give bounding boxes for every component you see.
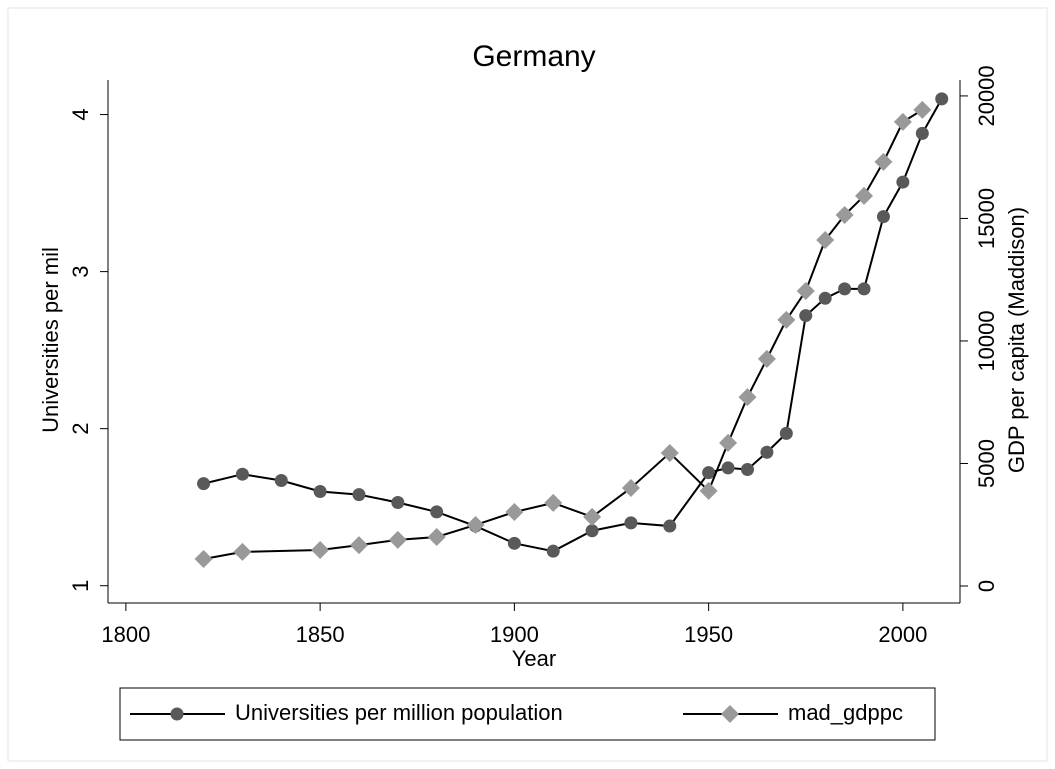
marker: [311, 540, 330, 559]
marker: [893, 112, 912, 131]
marker: [721, 461, 735, 475]
marker: [235, 467, 249, 481]
marker: [663, 519, 677, 533]
marker: [388, 530, 407, 549]
marker: [466, 515, 485, 534]
marker: [855, 186, 874, 205]
marker: [874, 152, 893, 171]
marker: [391, 495, 405, 509]
x-tick-label: 1950: [684, 622, 733, 647]
marker: [835, 206, 854, 225]
marker: [507, 536, 521, 550]
marker: [796, 281, 815, 300]
marker: [585, 524, 599, 538]
marker: [760, 445, 774, 459]
x-tick-label: 2000: [878, 622, 927, 647]
marker: [621, 478, 640, 497]
y2-axis-label: GDP per capita (Maddison): [1004, 207, 1029, 473]
x-tick-label: 1900: [490, 622, 539, 647]
legend-label: mad_gdppc: [788, 700, 903, 725]
marker: [194, 550, 213, 569]
marker: [816, 231, 835, 250]
y2-tick-label: 15000: [974, 188, 999, 249]
y-tick-label: 4: [68, 108, 93, 120]
y-tick-label: 2: [68, 423, 93, 435]
legend-marker: [170, 707, 184, 721]
marker: [876, 210, 890, 224]
marker: [777, 310, 796, 329]
marker: [427, 527, 446, 546]
legend: [119, 687, 936, 741]
y2-tick-label: 10000: [974, 310, 999, 371]
x-tick-label: 1850: [296, 622, 345, 647]
y-axis-label: Universities per mil: [38, 247, 63, 433]
marker: [702, 466, 716, 480]
marker: [583, 507, 602, 526]
marker: [546, 544, 560, 558]
marker: [740, 463, 754, 477]
chart-title: Germany: [472, 40, 595, 73]
marker: [915, 126, 929, 140]
legend-label: Universities per million population: [235, 700, 563, 725]
marker: [779, 426, 793, 440]
y2-tick-label: 5000: [974, 439, 999, 488]
marker: [719, 433, 738, 452]
marker: [913, 100, 932, 119]
x-tick-label: 1800: [101, 622, 150, 647]
marker: [738, 388, 757, 407]
graph-region: [7, 7, 1048, 762]
marker: [505, 502, 524, 521]
marker: [430, 505, 444, 519]
marker: [799, 309, 813, 323]
marker: [544, 493, 563, 512]
y-tick-label: 1: [68, 580, 93, 592]
y2-tick-label: 20000: [974, 65, 999, 126]
legend-marker: [721, 705, 739, 723]
x-axis-label: Year: [512, 646, 556, 671]
marker: [352, 488, 366, 502]
y-tick-label: 3: [68, 265, 93, 277]
marker: [624, 516, 638, 530]
marker: [935, 92, 949, 106]
marker: [233, 542, 252, 561]
marker: [699, 481, 718, 500]
marker: [818, 291, 832, 305]
marker: [313, 484, 327, 498]
y2-tick-label: 0: [974, 580, 999, 592]
marker: [838, 282, 852, 296]
marker: [197, 477, 211, 491]
marker: [349, 536, 368, 555]
marker: [857, 282, 871, 296]
marker: [896, 175, 910, 189]
marker: [274, 473, 288, 487]
marker: [660, 443, 679, 462]
marker: [757, 349, 776, 368]
